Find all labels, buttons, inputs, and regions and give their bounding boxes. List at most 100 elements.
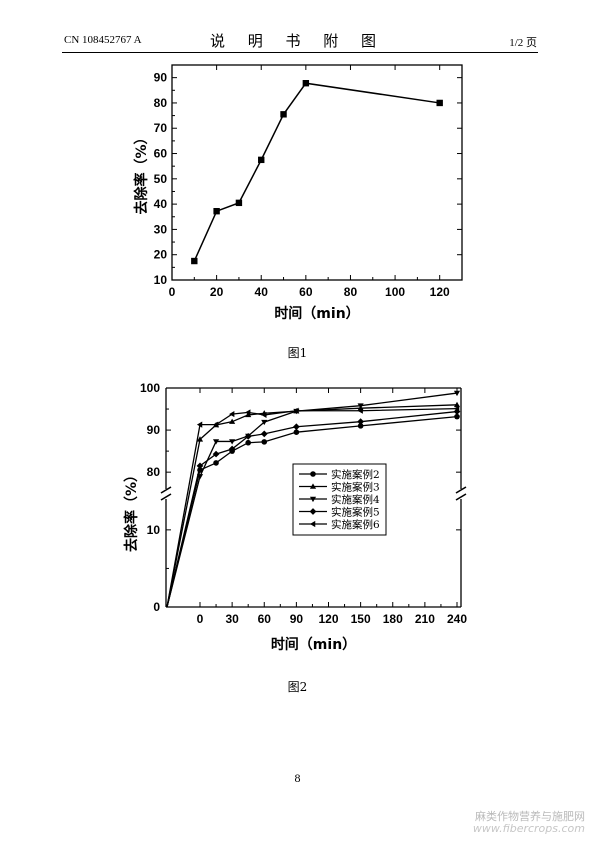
data-point: [436, 99, 443, 107]
data-point: [212, 439, 220, 445]
watermark-url: www.fibercrops.com: [472, 822, 585, 835]
legend-marker: [309, 520, 316, 528]
x-tick-label: 240: [447, 612, 467, 626]
data-point: [453, 390, 461, 397]
data-point: [213, 460, 219, 466]
x-tick-label: 90: [290, 612, 304, 626]
data-point: [229, 418, 236, 424]
x-tick-label: 210: [415, 612, 435, 626]
data-point: [261, 439, 268, 445]
data-point: [293, 407, 299, 414]
legend-label: 实施案例4: [331, 493, 380, 506]
x-axis-title: 时间（min）: [271, 636, 356, 653]
data-point: [302, 80, 310, 87]
data-point: [245, 439, 251, 446]
data-point: [212, 450, 220, 458]
data-point: [196, 421, 203, 428]
legend-marker: [309, 496, 317, 503]
y-axis-title: 去除率（%）: [133, 130, 150, 214]
data-point: [212, 421, 219, 428]
legend-box: [292, 463, 387, 536]
y-tick-label: 30: [154, 222, 168, 236]
y-tick-label: 20: [154, 248, 168, 262]
y-tick-label: 80: [154, 96, 168, 110]
axis-break-mark: [455, 486, 467, 494]
plot-frame: [171, 64, 463, 281]
legend-label: 实施案例3: [331, 481, 380, 494]
data-point: [258, 156, 265, 164]
watermark-text: 麻类作物营养与施肥网: [475, 810, 585, 823]
data-point: [453, 401, 461, 408]
page-number: 8: [294, 771, 301, 785]
x-tick-label: 120: [318, 612, 338, 626]
axis-break-mark: [455, 493, 467, 501]
y-tick-label: 80: [147, 465, 161, 479]
data-point: [229, 439, 236, 445]
data-point: [280, 111, 287, 118]
x-tick-label: 30: [225, 612, 239, 626]
data-point: [357, 403, 364, 409]
x-tick-label: 40: [255, 285, 269, 299]
data-point: [245, 411, 252, 418]
figure-2-caption: 图2: [287, 680, 308, 694]
y-tick-label: 60: [154, 147, 168, 161]
data-point: [196, 462, 204, 470]
data-point: [261, 411, 267, 419]
y-axis-title: 去除率（%）: [123, 468, 140, 552]
data-point: [196, 436, 204, 442]
x-tick-label: 100: [385, 285, 405, 299]
data-point: [213, 208, 220, 215]
data-point: [228, 445, 236, 453]
data-point: [453, 408, 461, 415]
x-tick-label: 80: [344, 285, 358, 299]
data-point: [357, 407, 363, 414]
axis-break-mark: [160, 493, 172, 501]
data-point: [245, 409, 251, 416]
y-tick-label: 50: [154, 172, 168, 186]
data-point: [260, 430, 268, 438]
x-tick-label: 60: [258, 612, 272, 626]
legend-marker: [309, 483, 317, 489]
legend-label: 实施案例2: [331, 468, 380, 481]
y-tick-label: 40: [154, 197, 168, 211]
data-point: [293, 429, 300, 435]
x-tick-label: 20: [210, 285, 224, 299]
data-point: [293, 423, 300, 431]
y-tick-label: 100: [140, 381, 160, 395]
x-tick-label: 120: [430, 285, 450, 299]
y-tick-label: 10: [154, 273, 168, 287]
document-section-title: 说 明 书 附 图: [209, 32, 386, 50]
x-axis-title: 时间（min）: [274, 305, 359, 322]
x-tick-label: 150: [351, 612, 371, 626]
x-tick-label: 60: [299, 285, 313, 299]
y-tick-label: 70: [154, 121, 168, 135]
x-tick-label: 0: [197, 612, 204, 626]
x-tick-label: 180: [383, 612, 403, 626]
y-tick-label: 90: [154, 71, 168, 85]
data-point: [235, 199, 243, 207]
figure-1-caption: 图1: [287, 346, 308, 360]
data-point: [261, 419, 268, 426]
legend-marker: [310, 471, 316, 477]
data-point: [191, 257, 198, 265]
legend-label: 实施案例5: [331, 506, 380, 519]
data-point: [357, 423, 364, 429]
legend-label: 实施案例6: [331, 518, 380, 531]
data-point: [244, 433, 252, 440]
axis-break-mark: [160, 486, 172, 494]
data-point: [453, 405, 460, 412]
data-point: [196, 474, 204, 480]
y-tick-label: 0: [153, 600, 160, 614]
y-tick-label: 90: [147, 423, 161, 437]
page-count: 1/2 页: [509, 37, 537, 49]
x-tick-label: 0: [169, 285, 176, 299]
y-tick-label: 10: [147, 523, 161, 537]
legend-marker: [309, 508, 317, 515]
data-point: [357, 418, 364, 426]
data-point: [229, 411, 235, 418]
patent-number: CN 108452767 A: [64, 34, 142, 46]
data-point: [454, 413, 460, 420]
header-rule: [62, 52, 538, 53]
